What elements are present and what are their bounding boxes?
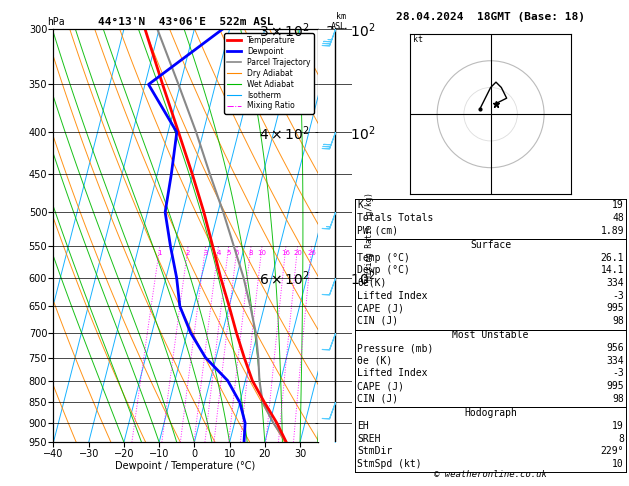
Text: 995: 995 xyxy=(606,381,624,391)
X-axis label: Dewpoint / Temperature (°C): Dewpoint / Temperature (°C) xyxy=(116,461,255,471)
Text: 10: 10 xyxy=(612,459,624,469)
Text: 19: 19 xyxy=(612,200,624,210)
Text: -1: -1 xyxy=(326,418,337,427)
Text: EH: EH xyxy=(357,421,369,431)
Text: -2: -2 xyxy=(326,374,337,383)
Title: 44°13'N  43°06'E  522m ASL: 44°13'N 43°06'E 522m ASL xyxy=(97,17,274,27)
Text: K: K xyxy=(357,200,363,210)
Text: Surface: Surface xyxy=(470,240,511,250)
Text: © weatheronline.co.uk: © weatheronline.co.uk xyxy=(434,469,547,479)
Text: 26: 26 xyxy=(307,250,316,256)
Text: 334: 334 xyxy=(606,356,624,366)
Text: -6: -6 xyxy=(326,187,337,196)
Text: kt: kt xyxy=(413,35,423,44)
Text: θe (K): θe (K) xyxy=(357,356,392,366)
Text: Lifted Index: Lifted Index xyxy=(357,291,428,301)
Text: -3: -3 xyxy=(326,329,337,338)
Text: 3: 3 xyxy=(203,250,208,256)
Text: -5: -5 xyxy=(326,236,337,244)
Text: 6: 6 xyxy=(235,250,240,256)
Text: 1: 1 xyxy=(158,250,162,256)
Text: StmSpd (kt): StmSpd (kt) xyxy=(357,459,422,469)
Text: km
ASL: km ASL xyxy=(331,12,346,31)
Text: -3: -3 xyxy=(612,368,624,379)
Text: Lifted Index: Lifted Index xyxy=(357,368,428,379)
Text: 995: 995 xyxy=(606,303,624,313)
Text: -8: -8 xyxy=(326,86,337,95)
Text: 5: 5 xyxy=(226,250,231,256)
Legend: Temperature, Dewpoint, Parcel Trajectory, Dry Adiabat, Wet Adiabat, Isotherm, Mi: Temperature, Dewpoint, Parcel Trajectory… xyxy=(225,33,314,114)
Text: θe(K): θe(K) xyxy=(357,278,387,288)
Text: Temp (°C): Temp (°C) xyxy=(357,253,410,263)
Text: -2LCL: -2LCL xyxy=(326,394,350,403)
Text: 19: 19 xyxy=(612,421,624,431)
Text: 20: 20 xyxy=(293,250,302,256)
Text: 4: 4 xyxy=(216,250,221,256)
Text: 26.1: 26.1 xyxy=(601,253,624,263)
Text: CAPE (J): CAPE (J) xyxy=(357,303,404,313)
Text: 98: 98 xyxy=(612,394,624,404)
Text: 8: 8 xyxy=(248,250,253,256)
Text: 229°: 229° xyxy=(601,446,624,456)
Text: Dewp (°C): Dewp (°C) xyxy=(357,265,410,276)
Text: CIN (J): CIN (J) xyxy=(357,394,398,404)
Text: 10: 10 xyxy=(257,250,267,256)
Text: Hodograph: Hodograph xyxy=(464,408,517,418)
Text: Most Unstable: Most Unstable xyxy=(452,330,529,341)
Text: 8: 8 xyxy=(618,434,624,444)
Text: hPa: hPa xyxy=(47,17,65,27)
Text: 48: 48 xyxy=(612,213,624,223)
Text: 14.1: 14.1 xyxy=(601,265,624,276)
Text: 2: 2 xyxy=(186,250,190,256)
Text: SREH: SREH xyxy=(357,434,381,444)
Text: Pressure (mb): Pressure (mb) xyxy=(357,343,433,353)
Text: CIN (J): CIN (J) xyxy=(357,316,398,326)
Text: Mixing Ratio (g/kg): Mixing Ratio (g/kg) xyxy=(365,192,374,279)
Text: StmDir: StmDir xyxy=(357,446,392,456)
Text: 98: 98 xyxy=(612,316,624,326)
Text: Totals Totals: Totals Totals xyxy=(357,213,433,223)
Text: -4: -4 xyxy=(326,283,337,292)
Text: 1.89: 1.89 xyxy=(601,226,624,236)
Text: PW (cm): PW (cm) xyxy=(357,226,398,236)
Text: 334: 334 xyxy=(606,278,624,288)
Text: -3: -3 xyxy=(612,291,624,301)
Text: -7: -7 xyxy=(326,137,337,146)
Text: 16: 16 xyxy=(281,250,291,256)
Text: 956: 956 xyxy=(606,343,624,353)
Text: 28.04.2024  18GMT (Base: 18): 28.04.2024 18GMT (Base: 18) xyxy=(396,12,585,22)
Text: CAPE (J): CAPE (J) xyxy=(357,381,404,391)
